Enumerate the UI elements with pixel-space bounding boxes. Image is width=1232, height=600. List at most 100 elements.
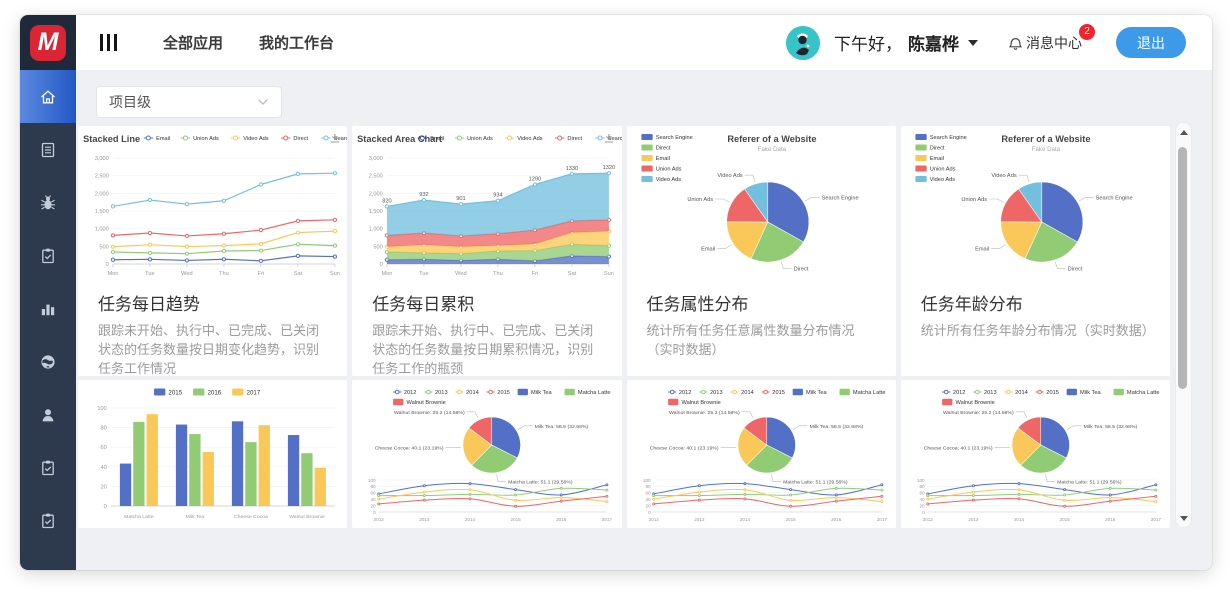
pie-chart[interactable]: Referer of a Website Fake Data Search Engi…	[627, 130, 896, 280]
svg-text:Email: Email	[930, 156, 944, 162]
sidebar-item-tasks[interactable]	[20, 441, 76, 494]
svg-text:20: 20	[371, 503, 377, 508]
svg-text:3,000: 3,000	[369, 156, 383, 162]
pie-line-chart[interactable]: 2012 2013 2014 2015 Milk Tea Matcha Latte Chee…	[352, 384, 621, 524]
bell-icon	[1009, 37, 1022, 50]
svg-text:Milk Tea: 56.5 (32.68%): Milk Tea: 56.5 (32.68%)	[1083, 424, 1137, 430]
svg-text:0: 0	[104, 504, 107, 510]
sidebar-item-reports[interactable]	[20, 282, 76, 335]
pie-line-chart[interactable]: 2012 2013 2014 2015 Milk Tea Matcha Latte Chee…	[901, 384, 1170, 524]
svg-text:Mon: Mon	[382, 271, 393, 277]
svg-text:100: 100	[917, 478, 925, 483]
clipboard-check-icon	[42, 513, 54, 528]
svg-text:Search Engine: Search Engine	[608, 136, 622, 142]
svg-text:60: 60	[919, 491, 925, 496]
svg-text:Search Engine: Search Engine	[821, 196, 858, 202]
svg-text:Stacked Area Chart: Stacked Area Chart	[357, 134, 442, 144]
pie-line-chart[interactable]: 2012 2013 2014 2015 Milk Tea Matcha Latte Chee…	[627, 384, 896, 524]
svg-text:Search Engine: Search Engine	[655, 135, 692, 141]
chart-card-bar[interactable]: 2015 2016 2017 0 20 40 60 80 100 Matcha Latte Milk…	[78, 380, 348, 528]
svg-text:80: 80	[919, 484, 925, 489]
svg-text:Cheese Cocoa: 40.1 (23.19%): Cheese Cocoa: 40.1 (23.19%)	[375, 446, 444, 452]
svg-text:Fri: Fri	[532, 271, 539, 277]
svg-text:Video Ads: Video Ads	[243, 136, 269, 142]
card-description: 统计所有任务任意属性数量分布情况（实时数据）	[646, 323, 855, 357]
svg-text:Union Ads: Union Ads	[193, 136, 219, 142]
chart-card-task-daily-cumulative[interactable]: 0 500 1,000 1,500 2,000 2,500 3,000 Mon Tue Wed Th…	[352, 126, 622, 376]
svg-text:2017: 2017	[876, 517, 887, 522]
svg-text:1330: 1330	[566, 166, 579, 172]
sidebar	[20, 70, 76, 570]
svg-text:2012: 2012	[678, 390, 691, 396]
globe-icon	[41, 354, 55, 369]
chart-card-task-age-distribution[interactable]: Referer of a Website Fake Data Search Engi…	[900, 126, 1170, 376]
scrollbar-up-arrow[interactable]	[1176, 125, 1191, 139]
nav-all-apps[interactable]: 全部应用	[163, 35, 224, 52]
svg-text:Video Ads: Video Ads	[655, 177, 681, 183]
stacked-area-chart[interactable]: 0 500 1,000 1,500 2,000 2,500 3,000 Mon Tue Wed Th…	[352, 130, 622, 280]
chevron-down-icon	[258, 99, 268, 105]
svg-text:Stacked Line: Stacked Line	[83, 134, 140, 144]
svg-text:Matcha Latte: 51.1 (29.56%): Matcha Latte: 51.1 (29.56%)	[1057, 480, 1122, 486]
logout-button[interactable]: 退出	[1116, 27, 1186, 58]
stacked-line-chart[interactable]: 0 500 1,000 1,500 2,000 2,500 3,000 Mon Tue Wed Th…	[78, 130, 347, 280]
svg-text:Mon: Mon	[107, 271, 118, 277]
sidebar-item-documents[interactable]	[20, 123, 76, 176]
svg-text:0: 0	[373, 510, 376, 515]
app-header: M 全部应用 我的工作台 下午好， 陈嘉桦	[20, 15, 1212, 70]
menu-toggle-icon[interactable]	[100, 34, 117, 51]
sidebar-item-bugs[interactable]	[20, 176, 76, 229]
message-center[interactable]: 消息中心 2	[1008, 23, 1095, 53]
chart-card-pie-line-2[interactable]: 2012 2013 2014 2015 Milk Tea Matcha Latte Chee…	[626, 380, 896, 528]
svg-text:60: 60	[645, 491, 651, 496]
pie-chart[interactable]: Referer of a Website Fake Data Search Engi…	[901, 130, 1170, 280]
svg-text:2013: 2013	[968, 517, 979, 522]
svg-text:Sat: Sat	[294, 271, 303, 277]
nav-my-workspace[interactable]: 我的工作台	[259, 35, 335, 52]
svg-text:Thu: Thu	[493, 271, 503, 277]
svg-text:2,000: 2,000	[95, 191, 109, 197]
sidebar-item-todos[interactable]	[20, 229, 76, 282]
svg-text:2015: 2015	[785, 517, 796, 522]
chart-card-task-attribute-distribution[interactable]: Referer of a Website Fake Data Search Engi…	[626, 126, 896, 376]
svg-text:1320: 1320	[603, 165, 616, 171]
user-icon	[42, 408, 54, 421]
sidebar-item-home[interactable]	[20, 70, 76, 123]
logo[interactable]: M	[20, 15, 76, 70]
svg-text:Direct: Direct	[930, 146, 945, 152]
svg-text:2017: 2017	[247, 390, 261, 397]
chart-card-pie-line-3[interactable]: 2012 2013 2014 2015 Milk Tea Matcha Latte Chee…	[900, 380, 1170, 528]
svg-text:2,500: 2,500	[369, 174, 383, 180]
bar-chart[interactable]: 2015 2016 2017 0 20 40 60 80 100 Matcha Latte Milk…	[78, 384, 347, 524]
svg-text:2016: 2016	[207, 390, 221, 397]
scope-select[interactable]: 项目级	[96, 86, 282, 118]
avatar[interactable]	[786, 25, 820, 60]
chart-card-pie-line-1[interactable]: 2012 2013 2014 2015 Milk Tea Matcha Latte Chee…	[352, 380, 622, 528]
sidebar-item-approvals[interactable]	[20, 494, 76, 547]
svg-text:Walnut Brownie: Walnut Brownie	[289, 514, 325, 520]
svg-text:Email: Email	[655, 156, 669, 162]
scrollbar[interactable]	[1175, 122, 1192, 528]
app-window: M 全部应用 我的工作台 下午好， 陈嘉桦	[20, 15, 1212, 570]
svg-text:Matcha Latte: 51.1 (29.56%): Matcha Latte: 51.1 (29.56%)	[783, 480, 848, 486]
card-title: 任务年龄分布	[920, 295, 1023, 314]
chart-card-task-daily-trend[interactable]: 0 500 1,000 1,500 2,000 2,500 3,000 Mon Tue Wed Th…	[78, 126, 348, 376]
svg-text:820: 820	[382, 198, 391, 204]
card-title: 任务属性分布	[646, 295, 749, 314]
svg-text:60: 60	[371, 491, 377, 496]
svg-text:500: 500	[374, 244, 383, 250]
bug-icon	[41, 194, 55, 209]
svg-text:1,000: 1,000	[95, 227, 109, 233]
svg-text:Milk Tea: Milk Tea	[806, 390, 827, 396]
scrollbar-thumb[interactable]	[1178, 147, 1187, 390]
svg-text:100: 100	[368, 478, 376, 483]
sidebar-item-globe[interactable]	[20, 335, 76, 388]
svg-text:Sat: Sat	[568, 271, 577, 277]
svg-text:80: 80	[645, 484, 651, 489]
svg-text:20: 20	[645, 503, 651, 508]
user-menu[interactable]: 下午好， 陈嘉桦	[834, 30, 978, 55]
greeting-text: 下午好，	[834, 35, 902, 54]
sidebar-item-users[interactable]	[20, 388, 76, 441]
svg-text:Video Ads: Video Ads	[930, 177, 956, 183]
scrollbar-down-arrow[interactable]	[1176, 511, 1191, 525]
